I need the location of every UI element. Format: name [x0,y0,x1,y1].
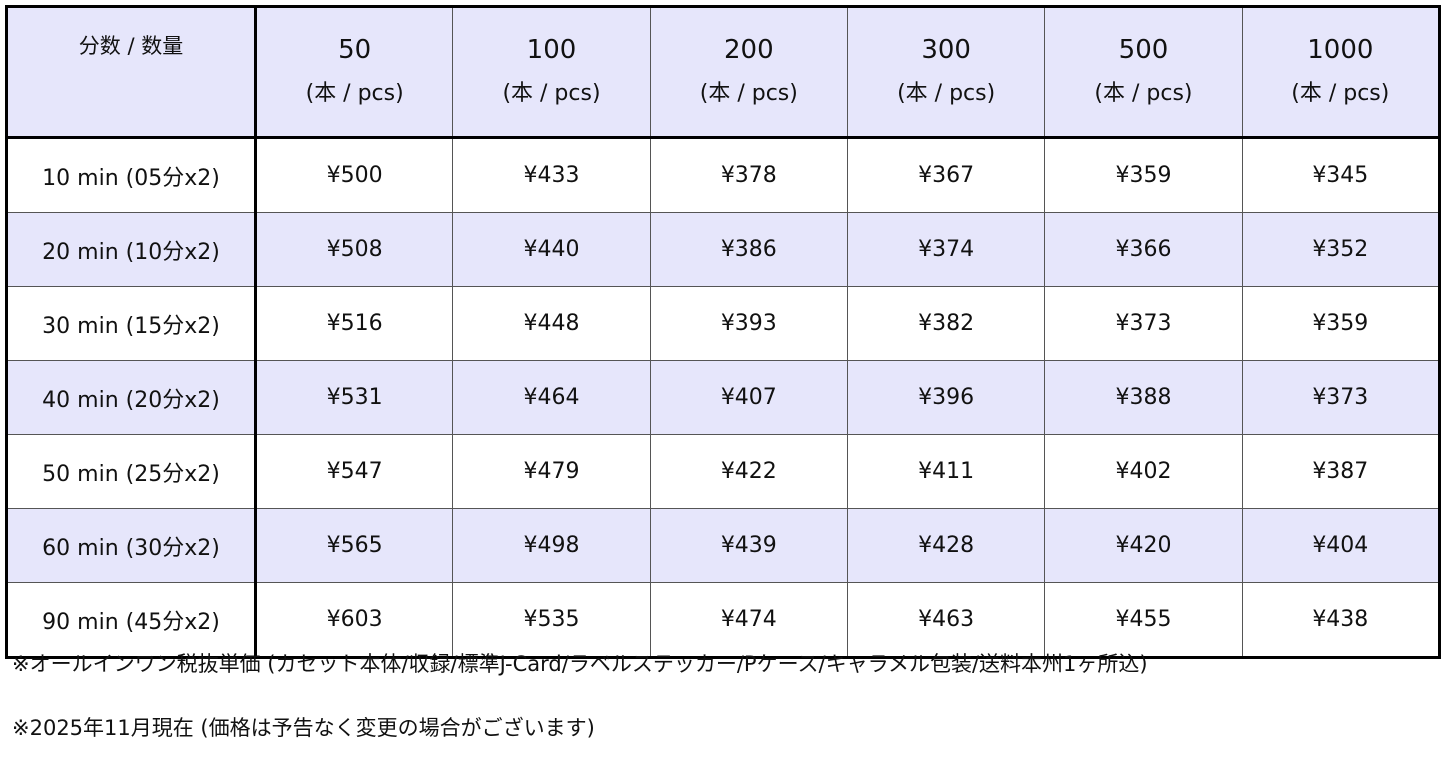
price-cell: ¥407 [649,360,848,435]
quantity-value: 100 [526,35,577,65]
price-cell: ¥393 [649,286,848,361]
table-header: 分数 / 数量 50 (本 / pcs) 100 (本 / pcs) 200 (本 /… [6,6,1441,139]
quantity-unit: (本 / pcs) [897,81,996,106]
price-cell: ¥474 [649,582,848,658]
quantity-header: 1000 (本 / pcs) [1241,6,1441,139]
price-cell: ¥448 [452,286,651,361]
row-label: 40 min (20分x2) [6,360,257,435]
quantity-header: 100 (本 / pcs) [452,6,651,139]
price-cell: ¥382 [846,286,1046,361]
price-cell: ¥386 [649,212,848,287]
price-cell: ¥402 [1044,434,1243,509]
quantity-value: 200 [724,35,774,65]
date-note: ※2025年11月現在 (価格は予告なく変更の場合がございます) [12,716,595,740]
price-cell: ¥455 [1044,582,1243,658]
row-label: 10 min (05分x2) [6,137,257,213]
row-label: 50 min (25分x2) [6,434,257,509]
table-row: 40 min (20分x2) ¥531 ¥464 ¥407 ¥396 ¥388 … [6,360,1441,435]
table-row: 30 min (15分x2) ¥516 ¥448 ¥393 ¥382 ¥373 … [6,286,1441,361]
table-row: 20 min (10分x2) ¥508 ¥440 ¥386 ¥374 ¥366 … [6,212,1441,287]
quantity-header: 300 (本 / pcs) [846,6,1046,139]
price-cell: ¥388 [1044,360,1243,435]
price-cell: ¥535 [452,582,651,658]
price-cell: ¥603 [254,582,454,658]
price-cell: ¥411 [846,434,1046,509]
quantity-value: 300 [921,35,971,65]
quantity-unit: (本 / pcs) [305,81,404,106]
row-label: 20 min (10分x2) [6,212,257,287]
price-cell: ¥547 [254,434,454,509]
price-cell: ¥373 [1044,286,1243,361]
quantity-header: 50 (本 / pcs) [254,6,454,139]
row-label: 30 min (15分x2) [6,286,257,361]
price-cell: ¥374 [846,212,1046,287]
quantity-value: 50 [338,35,372,65]
price-cell: ¥404 [1241,508,1441,583]
price-cell: ¥439 [649,508,848,583]
price-cell: ¥479 [452,434,651,509]
table-row: 50 min (25分x2) ¥547 ¥479 ¥422 ¥411 ¥402 … [6,434,1441,509]
price-cell: ¥440 [452,212,651,287]
price-cell: ¥464 [452,360,651,435]
table-row: 90 min (45分x2) ¥603 ¥535 ¥474 ¥463 ¥455 … [6,582,1441,658]
price-cell: ¥396 [846,360,1046,435]
quantity-unit: (本 / pcs) [1094,81,1193,106]
price-cell: ¥420 [1044,508,1243,583]
price-cell: ¥366 [1044,212,1243,287]
price-cell: ¥359 [1044,137,1243,213]
quantity-value: 500 [1118,35,1169,65]
price-cell: ¥359 [1241,286,1441,361]
price-cell: ¥508 [254,212,454,287]
price-cell: ¥531 [254,360,454,435]
price-cell: ¥345 [1241,137,1441,213]
quantity-unit: (本 / pcs) [699,81,798,106]
price-cell: ¥438 [1241,582,1441,658]
price-table: 分数 / 数量 50 (本 / pcs) 100 (本 / pcs) 200 (本 /… [5,5,1441,659]
price-cell: ¥516 [254,286,454,361]
corner-header: 分数 / 数量 [6,6,257,139]
quantity-header: 200 (本 / pcs) [649,6,848,139]
quantity-unit: (本 / pcs) [502,81,601,106]
table-row: 10 min (05分x2) ¥500 ¥433 ¥378 ¥367 ¥359 … [6,137,1441,213]
row-label: 60 min (30分x2) [6,508,257,583]
price-cell: ¥367 [846,137,1046,213]
quantity-unit: (本 / pcs) [1291,81,1390,106]
quantity-value: 1000 [1307,35,1374,65]
table-body: 10 min (05分x2) ¥500 ¥433 ¥378 ¥367 ¥359 … [6,137,1441,658]
price-cell: ¥428 [846,508,1046,583]
table-row: 60 min (30分x2) ¥565 ¥498 ¥439 ¥428 ¥420 … [6,508,1441,583]
header-row: 分数 / 数量 50 (本 / pcs) 100 (本 / pcs) 200 (本 /… [6,6,1441,139]
price-cell: ¥433 [452,137,651,213]
price-cell: ¥352 [1241,212,1441,287]
price-cell: ¥422 [649,434,848,509]
price-cell: ¥387 [1241,434,1441,509]
price-cell: ¥498 [452,508,651,583]
quantity-header: 500 (本 / pcs) [1044,6,1243,139]
row-label: 90 min (45分x2) [6,582,257,658]
price-cell: ¥500 [254,137,454,213]
price-cell: ¥378 [649,137,848,213]
tax-note: ※オールインワン税抜単価 (カセット本体/収録/標準J-Card/ラベルステッカ… [12,652,1148,676]
price-cell: ¥565 [254,508,454,583]
price-cell: ¥463 [846,582,1046,658]
price-cell: ¥373 [1241,360,1441,435]
